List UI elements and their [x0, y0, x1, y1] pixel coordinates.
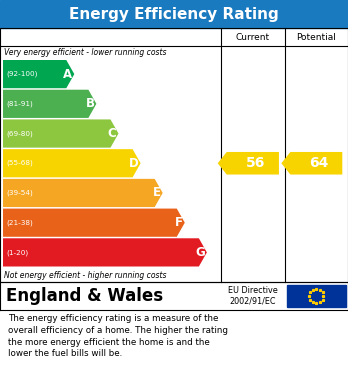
- Text: (21-38): (21-38): [6, 219, 33, 226]
- Polygon shape: [282, 152, 342, 174]
- Polygon shape: [3, 90, 96, 118]
- Bar: [0, 28, 348, 282]
- Text: E: E: [153, 187, 161, 199]
- Text: Potential: Potential: [296, 32, 336, 41]
- Text: D: D: [129, 157, 139, 170]
- Text: Current: Current: [236, 32, 270, 41]
- Text: B: B: [85, 97, 94, 110]
- Text: A: A: [63, 68, 72, 81]
- Text: Very energy efficient - lower running costs: Very energy efficient - lower running co…: [4, 48, 166, 57]
- Text: G: G: [195, 246, 205, 259]
- Polygon shape: [3, 60, 74, 88]
- Text: The energy efficiency rating is a measure of the
overall efficiency of a home. T: The energy efficiency rating is a measur…: [8, 314, 228, 359]
- Text: (55-68): (55-68): [6, 160, 33, 167]
- Polygon shape: [3, 238, 207, 267]
- Bar: [0, 282, 348, 310]
- Text: 64: 64: [309, 156, 329, 170]
- Polygon shape: [3, 179, 163, 207]
- Polygon shape: [3, 149, 141, 178]
- Text: Energy Efficiency Rating: Energy Efficiency Rating: [69, 7, 279, 22]
- Text: C: C: [108, 127, 117, 140]
- Polygon shape: [3, 208, 185, 237]
- Text: (81-91): (81-91): [6, 100, 33, 107]
- Polygon shape: [218, 152, 279, 174]
- Text: Not energy efficient - higher running costs: Not energy efficient - higher running co…: [4, 271, 166, 280]
- Text: (39-54): (39-54): [6, 190, 33, 196]
- Bar: [287, 285, 346, 307]
- Text: England & Wales: England & Wales: [6, 287, 163, 305]
- Text: 56: 56: [246, 156, 265, 170]
- Text: (92-100): (92-100): [6, 71, 37, 77]
- Text: (1-20): (1-20): [6, 249, 28, 256]
- Text: EU Directive
2002/91/EC: EU Directive 2002/91/EC: [228, 286, 278, 306]
- Text: F: F: [175, 216, 183, 229]
- Polygon shape: [3, 119, 118, 148]
- Text: (69-80): (69-80): [6, 130, 33, 137]
- Bar: [0, 0, 348, 28]
